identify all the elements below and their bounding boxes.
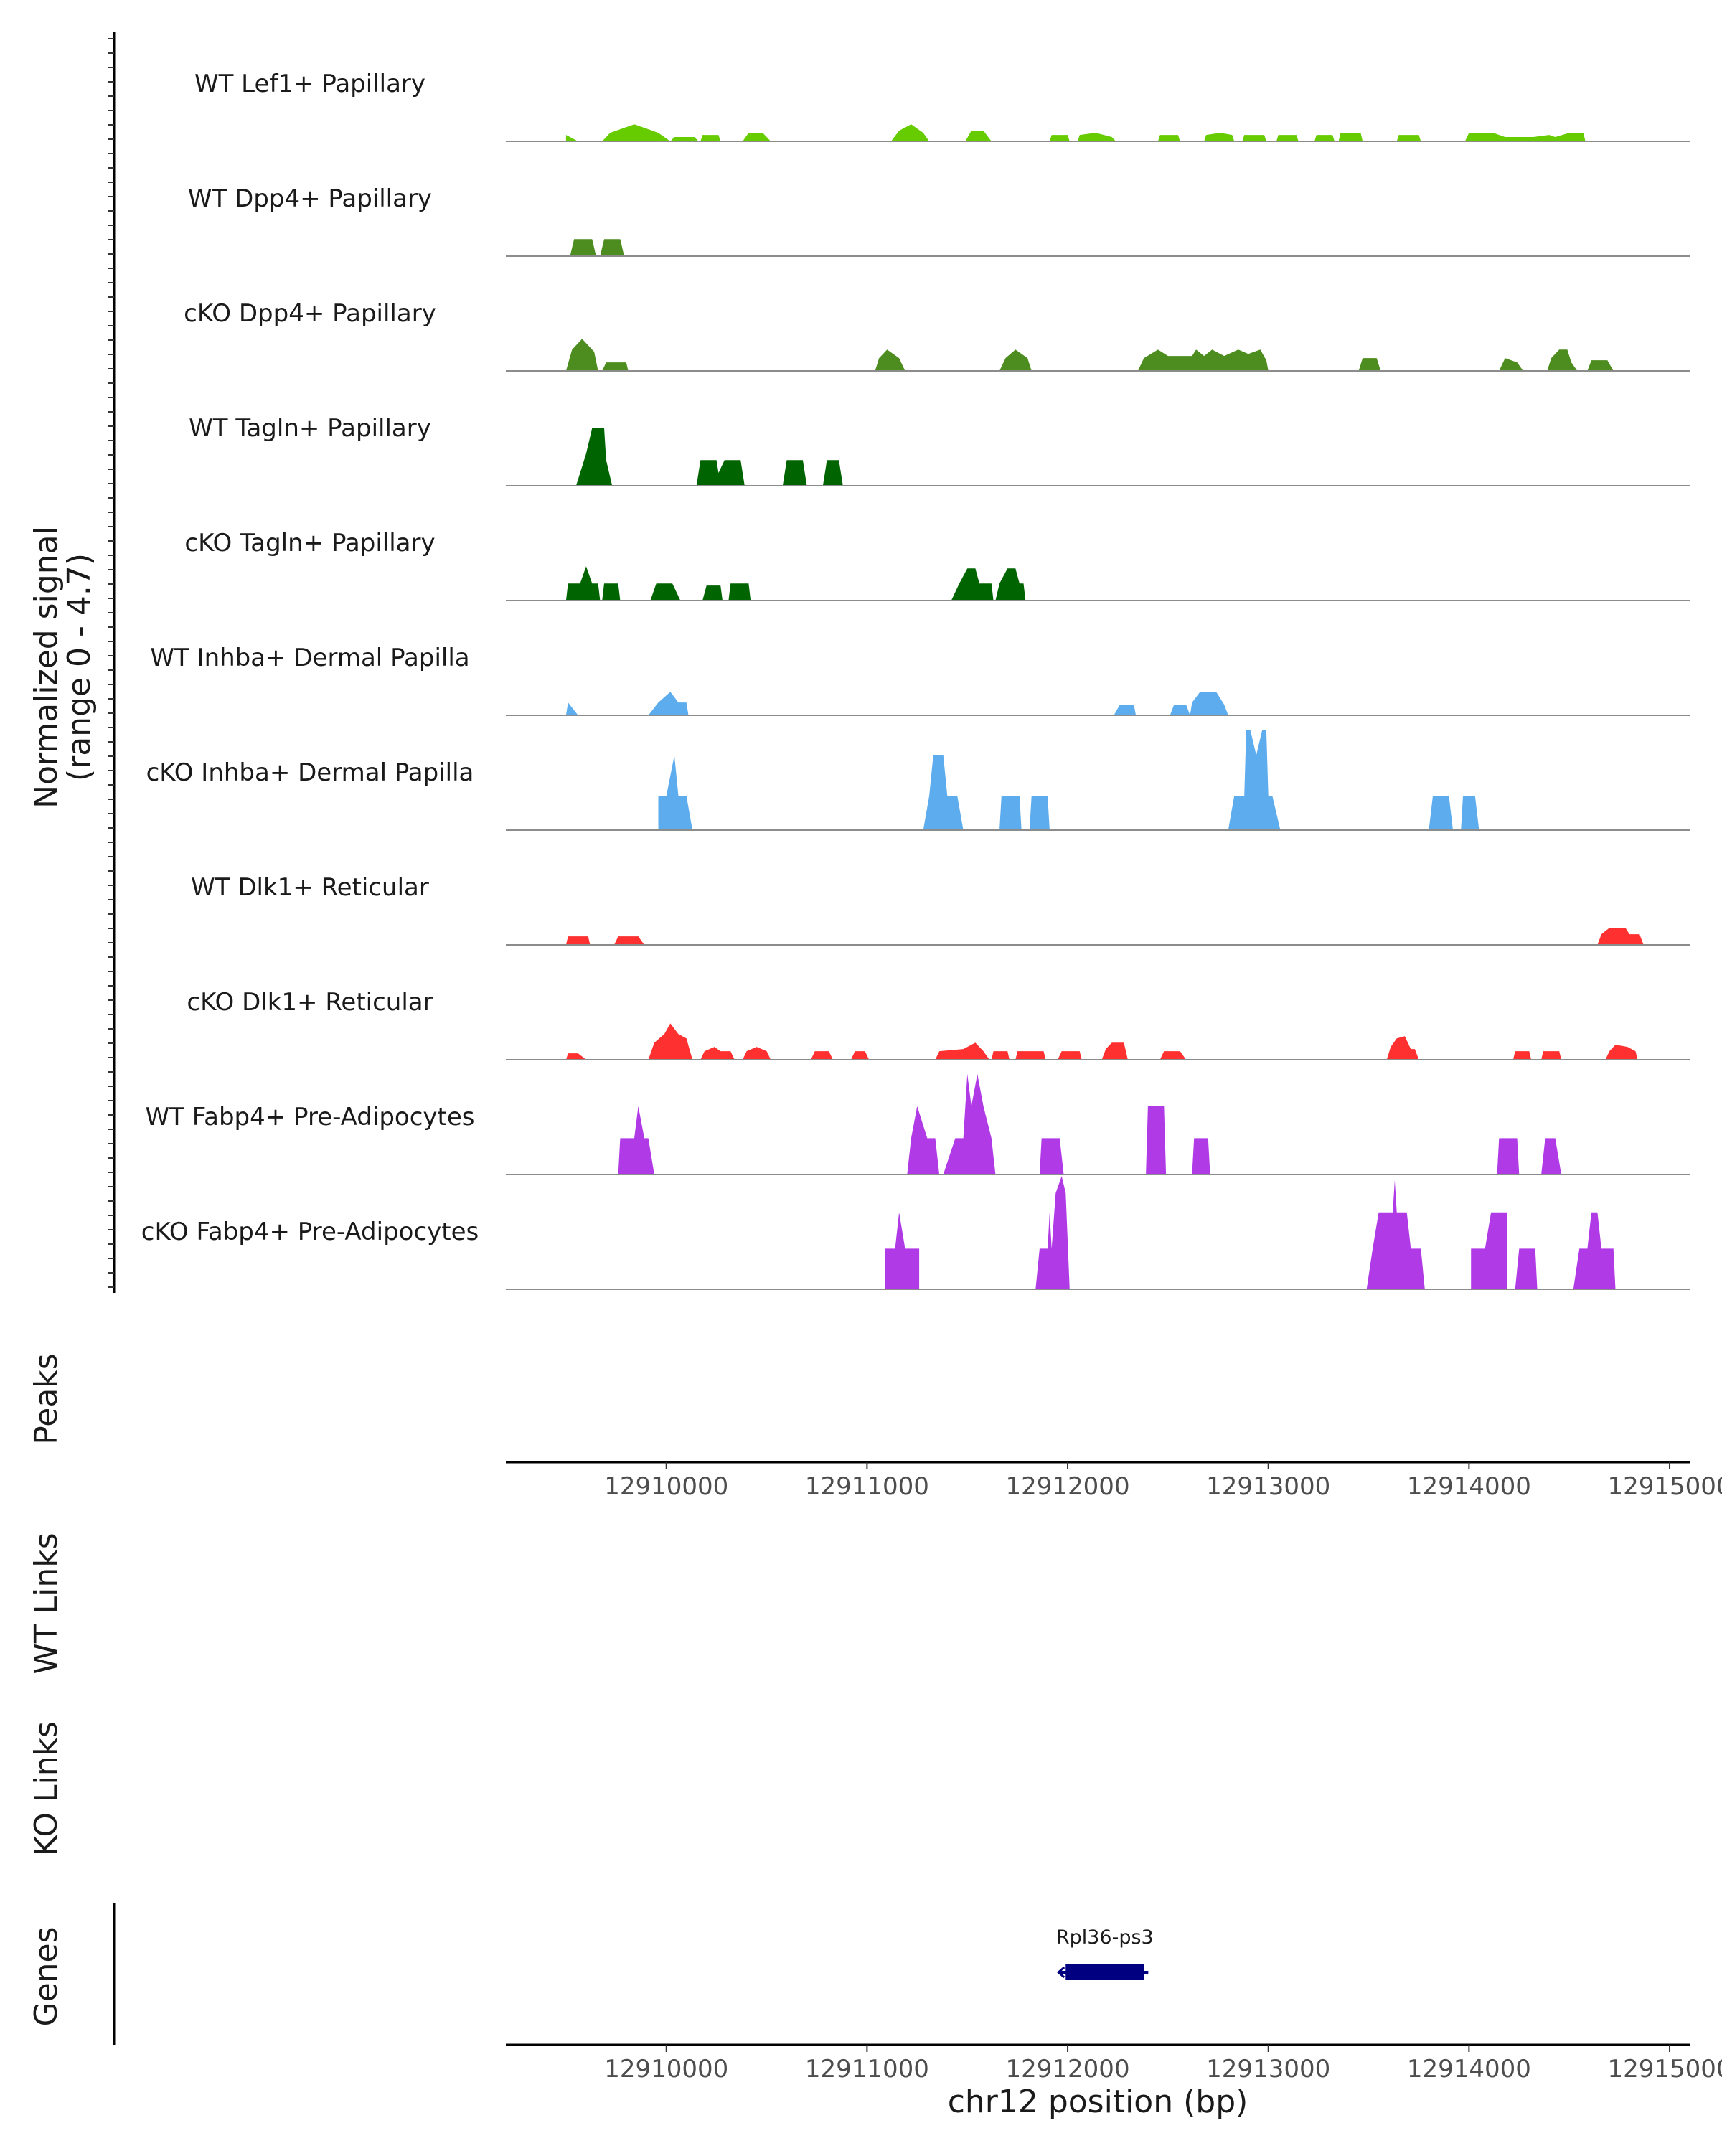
- strand-arrow: [1056, 1966, 1065, 1979]
- track-label: WT Dlk1+ Reticular: [191, 873, 429, 902]
- track-label: cKO Dpp4+ Papillary: [184, 299, 436, 328]
- track-wt-lef1-papillary: WT Lef1+ Papillary: [194, 70, 1690, 142]
- x-tick-label: 12911000: [805, 1472, 929, 1501]
- signal-axis-label: Normalized signal: [28, 526, 65, 809]
- track-signal-area: [885, 1176, 1616, 1289]
- track-label: cKO Inhba+ Dermal Papilla: [146, 758, 474, 787]
- x-tick-label: 12911000: [805, 2055, 929, 2084]
- x-tick-label: 12913000: [1206, 2055, 1330, 2084]
- coverage-tracks: WT Lef1+ Papillary WT Dpp4+ Papillary cKO …: [141, 70, 1690, 1290]
- track-signal-area: [575, 428, 843, 486]
- track-label: WT Tagln+ Papillary: [189, 414, 431, 443]
- gene-annotations: Rpl36-ps3: [1056, 1926, 1154, 1980]
- track-cko-fabp4-pre-adipocytes: cKO Fabp4+ Pre-Adipocytes: [141, 1176, 1690, 1290]
- track-signal-area: [565, 692, 1228, 715]
- x-tick-label: 12915000: [1608, 1472, 1722, 1501]
- x-axis-title: chr12 position (bp): [948, 2084, 1248, 2120]
- track-wt-dlk1-reticular: WT Dlk1+ Reticular: [191, 873, 1690, 946]
- peaks-panel-label: Peaks: [28, 1353, 65, 1444]
- track-label: WT Lef1+ Papillary: [194, 70, 425, 98]
- x-tick-label: 12912000: [1006, 2055, 1130, 2084]
- x-tick-label: 12910000: [604, 2055, 728, 2084]
- ko-links-panel-label: KO Links: [28, 1721, 65, 1856]
- track-signal-area: [618, 1074, 1561, 1174]
- genes-panel-label: Genes: [28, 1926, 65, 2026]
- track-wt-dpp4-papillary: WT Dpp4+ Papillary: [188, 184, 1690, 257]
- track-signal-area: [570, 239, 624, 256]
- track-signal-area: [565, 928, 1644, 945]
- track-wt-fabp4-pre-adipocytes: WT Fabp4+ Pre-Adipocytes: [146, 1074, 1690, 1175]
- track-wt-inhba-dermal-papilla: WT Inhba+ Dermal Papilla: [150, 644, 1690, 716]
- x-tick-label: 12915000: [1608, 2055, 1722, 2084]
- track-signal-area: [565, 566, 1026, 601]
- track-label: cKO Dlk1+ Reticular: [187, 988, 433, 1017]
- x-tick-label: 12910000: [604, 1472, 728, 1501]
- peaks-x-axis: 12910000 12911000 12912000 12913000 12914000…: [604, 1462, 1722, 1501]
- genes-x-axis: 12910000 12911000 12912000 12913000 12914000…: [604, 2045, 1722, 2084]
- track-label: WT Inhba+ Dermal Papilla: [150, 644, 469, 672]
- track-cko-tagln-papillary: cKO Tagln+ Papillary: [184, 529, 1690, 601]
- track-cko-inhba-dermal-papilla: cKO Inhba+ Dermal Papilla: [146, 730, 1690, 831]
- gene-label: Rpl36-ps3: [1056, 1926, 1154, 1949]
- wt-links-panel-label: WT Links: [28, 1533, 65, 1674]
- track-wt-tagln-papillary: WT Tagln+ Papillary: [189, 414, 1690, 486]
- signal-axis-ticks: [108, 38, 114, 1288]
- track-label: WT Dpp4+ Papillary: [188, 184, 432, 213]
- track-label: cKO Fabp4+ Pre-Adipocytes: [141, 1218, 479, 1246]
- x-tick-label: 12912000: [1006, 1472, 1130, 1501]
- track-label: cKO Tagln+ Papillary: [184, 529, 435, 557]
- x-tick-label: 12914000: [1407, 2055, 1531, 2084]
- x-tick-label: 12914000: [1407, 1472, 1531, 1501]
- track-label: WT Fabp4+ Pre-Adipocytes: [146, 1103, 475, 1131]
- x-tick-label: 12913000: [1206, 1472, 1330, 1501]
- track-cko-dpp4-papillary: cKO Dpp4+ Papillary: [184, 299, 1690, 372]
- signal-axis-sublabel: (range 0 - 4.7): [61, 553, 98, 781]
- track-signal-area: [658, 730, 1479, 830]
- track-signal-area: [565, 124, 1586, 141]
- track-cko-dlk1-reticular: cKO Dlk1+ Reticular: [187, 988, 1690, 1060]
- track-signal-area: [565, 1023, 1638, 1060]
- track-signal-area: [565, 339, 1614, 371]
